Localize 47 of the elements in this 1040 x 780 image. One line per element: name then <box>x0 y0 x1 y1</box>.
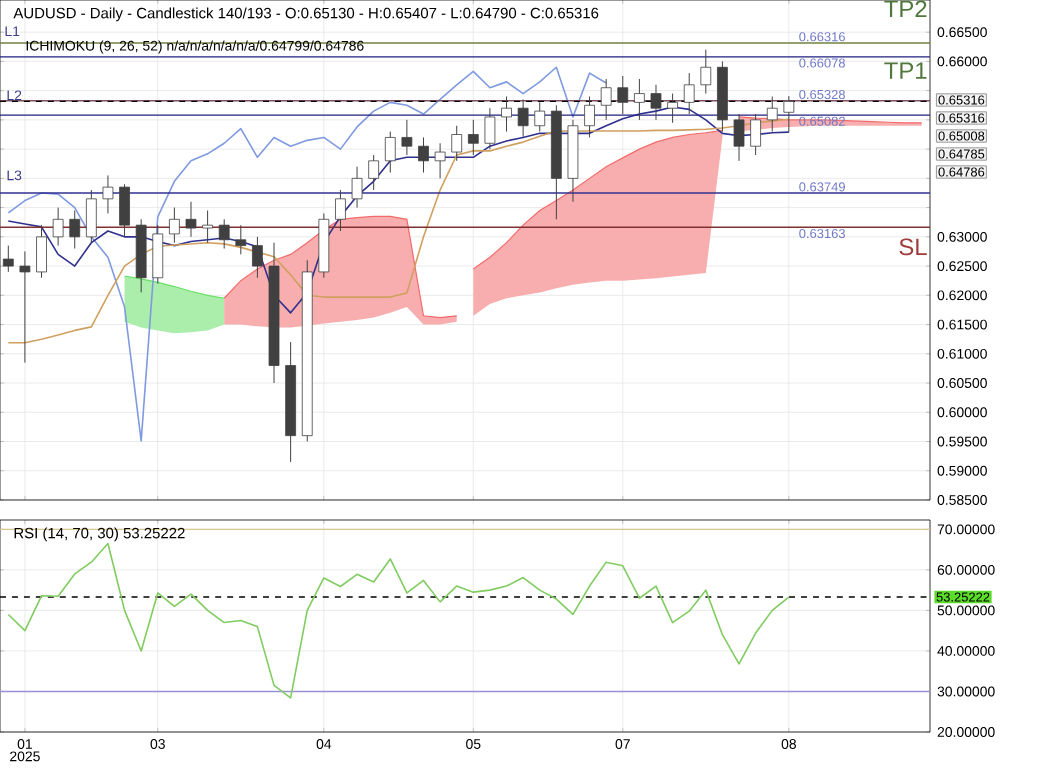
candlestick <box>401 119 413 156</box>
candlestick <box>667 93 678 124</box>
line-series <box>472 129 724 270</box>
candlestick <box>501 95 512 133</box>
candlestick <box>484 107 496 150</box>
line-series <box>7 66 607 442</box>
candlestick <box>168 207 180 244</box>
candlestick <box>69 210 81 250</box>
annotation: TP1 <box>884 62 927 79</box>
candlestick <box>650 84 662 121</box>
candlestick <box>36 224 47 279</box>
candlestick <box>634 78 645 121</box>
candlestick <box>52 207 64 247</box>
candlestick <box>534 101 546 133</box>
candlestick <box>218 218 230 250</box>
candlestick <box>584 95 595 138</box>
annotation: TP2 <box>884 0 927 18</box>
candlestick <box>683 72 695 115</box>
candlestick <box>467 119 479 156</box>
annotation: SL <box>899 238 927 256</box>
candlestick <box>335 189 346 232</box>
candlestick <box>451 125 463 162</box>
candlestick <box>351 166 363 209</box>
candlestick <box>434 142 446 179</box>
candlestick <box>600 78 612 121</box>
candlestick <box>185 201 197 238</box>
candlestick <box>617 75 629 115</box>
candlestick <box>152 224 164 285</box>
candlestick <box>19 250 31 364</box>
candlestick <box>2 245 14 273</box>
candlestick <box>85 189 97 244</box>
candlestick <box>235 224 247 255</box>
candlestick <box>783 95 795 133</box>
line-series <box>7 542 790 699</box>
candlestick <box>202 210 213 244</box>
candlestick <box>119 183 130 238</box>
line-series <box>123 275 225 299</box>
candlestick <box>384 131 396 174</box>
candlestick <box>252 236 263 279</box>
candlestick <box>733 113 745 162</box>
candlestick <box>418 136 429 174</box>
candlestick <box>750 113 762 156</box>
candlestick <box>368 154 380 191</box>
candlestick <box>700 49 712 95</box>
candlestick <box>766 95 778 133</box>
candlestick <box>102 174 114 214</box>
candlestick <box>517 98 529 138</box>
